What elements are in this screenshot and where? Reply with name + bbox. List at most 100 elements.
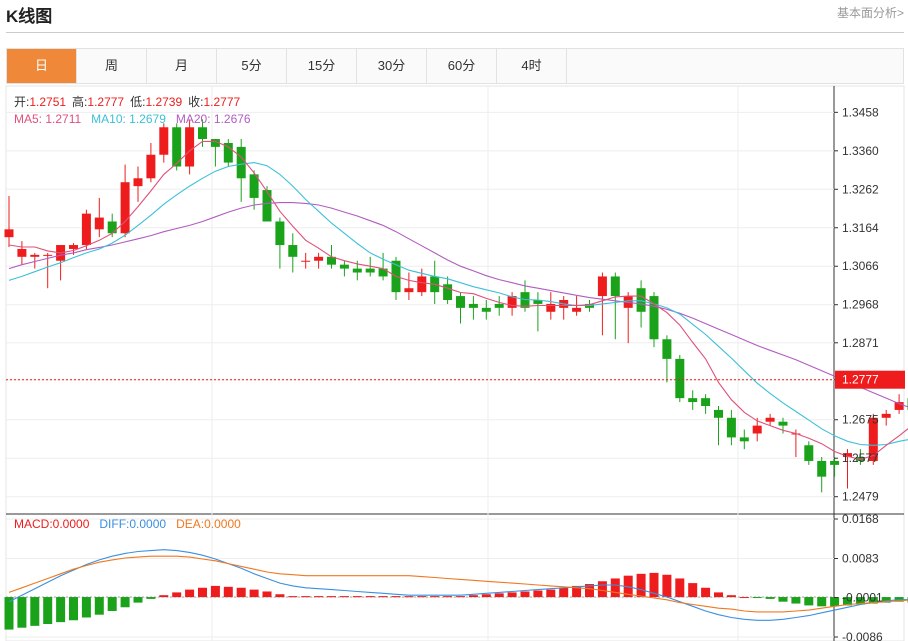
candle-body — [417, 276, 427, 293]
macd-bar — [339, 596, 349, 598]
close-value: 1.2777 — [203, 95, 240, 109]
chart-frame — [5, 85, 905, 641]
macd-bar — [288, 596, 298, 598]
ma10-value: 1.2679 — [129, 112, 166, 126]
macd-bar — [43, 597, 53, 624]
candle-body — [778, 421, 788, 426]
candle-body — [185, 127, 195, 167]
tab-5min[interactable]: 5分 — [217, 49, 287, 83]
ma20-label: MA20: — [176, 112, 214, 126]
candle-body — [649, 296, 659, 340]
macd-bar — [778, 597, 788, 602]
macd-bar — [4, 597, 14, 630]
macd-bar — [701, 587, 711, 598]
macd-bar — [830, 597, 840, 607]
macd-bar — [507, 592, 517, 598]
candle-body — [507, 296, 517, 308]
candle-body — [597, 276, 607, 297]
macd-bar — [662, 574, 672, 598]
candle-body — [881, 413, 891, 418]
y-tick-label: 1.2675 — [842, 413, 879, 427]
candle-body — [159, 127, 169, 155]
last-price-badge — [835, 370, 905, 389]
macd-bar — [636, 573, 646, 598]
ma5-value: 1.2711 — [45, 112, 81, 126]
tab-4hour[interactable]: 4时 — [497, 49, 567, 83]
candle-body — [817, 460, 827, 477]
candle-body — [146, 154, 156, 179]
macd-bar — [804, 597, 814, 606]
tab-60min[interactable]: 60分 — [427, 49, 497, 83]
candle-body — [107, 221, 117, 234]
diff-value: 0.0000 — [129, 517, 166, 531]
candle-body — [69, 245, 78, 249]
macd-bar — [456, 596, 465, 598]
macd-bar — [443, 596, 453, 598]
y-tick-label: 1.3262 — [842, 182, 879, 196]
macd-bar — [223, 586, 233, 598]
title-divider — [6, 32, 904, 33]
candle-body — [301, 260, 311, 262]
tab-day[interactable]: 日 — [7, 49, 77, 83]
candle-body — [662, 339, 672, 359]
macd-bar — [365, 596, 375, 598]
candle-body — [701, 398, 711, 406]
dea-label: DEA: — [176, 517, 204, 531]
y-tick-label: 1.2479 — [842, 490, 879, 504]
macd-bar — [752, 597, 762, 599]
candle-body — [198, 127, 207, 140]
open-label: 开: — [14, 95, 29, 109]
macd-bar — [236, 587, 246, 598]
candle-body — [314, 256, 324, 261]
macd-bar — [791, 597, 801, 604]
candle-body — [688, 398, 698, 403]
candle-body — [223, 142, 233, 163]
y-tick-label: 1.2577 — [842, 451, 879, 465]
ma5-line — [8, 140, 908, 460]
candle-body — [94, 217, 104, 230]
macd-bar — [520, 591, 530, 598]
macd-bar — [172, 592, 182, 598]
macd-bar — [726, 595, 736, 598]
candle-body — [830, 460, 840, 465]
macd-bar — [843, 597, 852, 606]
macd-bar — [81, 597, 91, 618]
ma20-value: 1.2676 — [214, 112, 251, 126]
fundamental-analysis-link[interactable]: 基本面分析> — [836, 6, 904, 20]
candle-body — [30, 254, 40, 257]
tab-15min[interactable]: 15分 — [287, 49, 357, 83]
tab-30min[interactable]: 30分 — [357, 49, 427, 83]
macd-bar — [352, 596, 362, 598]
macd-bar — [481, 594, 491, 598]
macd-bar — [572, 585, 582, 598]
candle-body — [120, 182, 130, 234]
diff-line — [8, 549, 908, 621]
macd-bar — [159, 595, 169, 598]
low-label: 低: — [130, 95, 145, 109]
candle-body — [443, 284, 453, 300]
period-tabs: 日 周 月 5分 15分 30分 60分 4时 — [6, 48, 904, 84]
ma10-line — [8, 162, 908, 446]
macd-bar — [468, 595, 478, 598]
macd-bar — [120, 597, 130, 608]
candle-body — [468, 303, 478, 308]
tab-week[interactable]: 周 — [77, 49, 147, 83]
macd-bar — [314, 596, 324, 598]
low-value: 1.2739 — [145, 95, 182, 109]
tab-month[interactable]: 月 — [147, 49, 217, 83]
macd-bar — [146, 597, 156, 599]
macd-bar — [855, 597, 865, 605]
macd-bar — [649, 572, 659, 598]
candle-body — [378, 268, 388, 277]
y-tick-label: 1.3360 — [842, 144, 879, 158]
macd-bar — [546, 589, 556, 598]
candle-body — [236, 146, 246, 179]
macd-bar — [30, 597, 40, 626]
macd-bar — [391, 596, 401, 598]
ma5-label: MA5: — [14, 112, 45, 126]
macd-bar — [597, 581, 607, 598]
macd-bar — [275, 594, 285, 598]
